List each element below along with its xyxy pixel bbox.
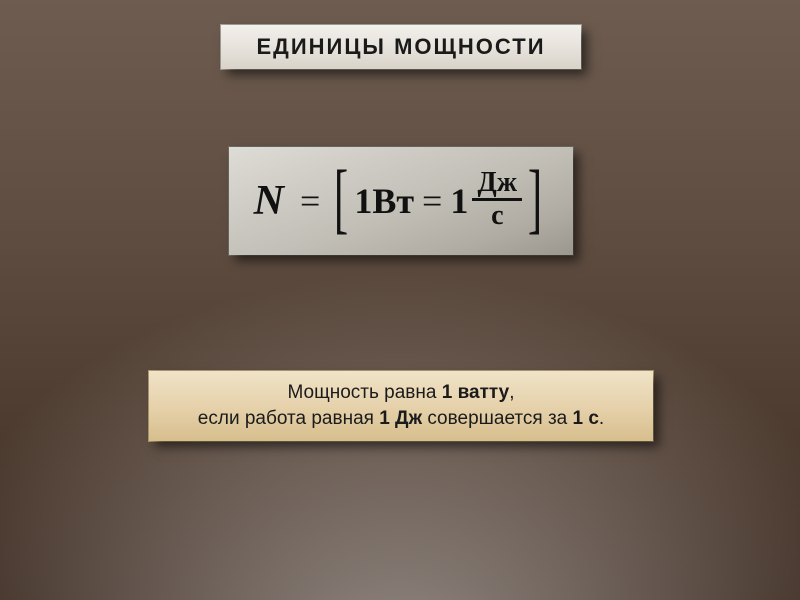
fraction-coeff: 1 (450, 180, 468, 222)
caption-l2-bold2: 1 с (573, 408, 599, 429)
equals-sign-2: = (422, 180, 442, 222)
formula-expression: N = [ 1Вт = 1 Дж с ] (254, 170, 549, 232)
caption-l2-mid: совершается за (422, 408, 572, 429)
formula-variable: N (254, 177, 284, 225)
caption-text: Мощность равна 1 ватту, если работа равн… (198, 380, 604, 431)
title-panel: ЕДИНИЦЫ МОЩНОСТИ (220, 24, 582, 70)
unit-watt: 1Вт (354, 180, 414, 222)
caption-l2-pre: если работа равная (198, 408, 379, 429)
caption-panel: Мощность равна 1 ватту, если работа равн… (148, 370, 654, 442)
fraction: Дж с (472, 168, 522, 230)
bracket-open: [ (334, 171, 348, 226)
caption-l2-post: . (599, 408, 604, 429)
fraction-denominator: с (487, 201, 507, 230)
caption-l1-post: , (509, 382, 514, 403)
formula-panel: N = [ 1Вт = 1 Дж с ] (228, 146, 574, 256)
equals-sign-1: = (300, 180, 320, 222)
title-text: ЕДИНИЦЫ МОЩНОСТИ (256, 34, 545, 60)
caption-l2-bold1: 1 Дж (379, 408, 422, 429)
caption-l1-bold: 1 ватту (442, 382, 510, 403)
bracket-close: ] (528, 171, 542, 226)
fraction-numerator: Дж (474, 168, 522, 197)
caption-l1-pre: Мощность равна (287, 382, 441, 403)
